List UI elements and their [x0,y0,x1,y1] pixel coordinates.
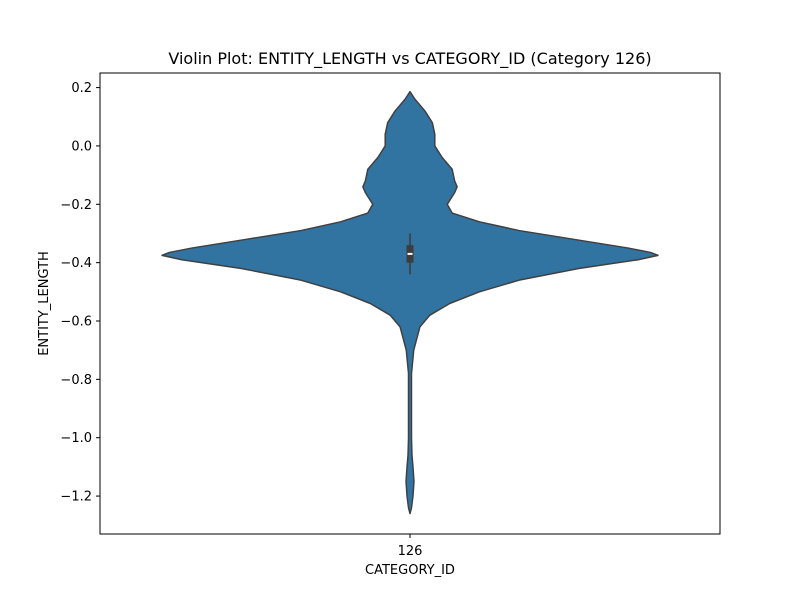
y-tick-label: −0.8 [60,373,92,388]
y-tick-label: 0.2 [71,81,92,96]
x-axis: 126 [398,534,423,559]
y-axis: 0.2 0.0 −0.2 −0.4 −0.6 −0.8 −1.0 −1.2 [60,81,100,505]
y-tick-label: −0.2 [60,198,92,213]
chart-title: Violin Plot: ENTITY_LENGTH vs CATEGORY_I… [168,49,651,69]
y-tick-label: 0.0 [71,139,92,154]
y-tick-label: −0.6 [60,315,92,330]
y-tick-label: −1.2 [60,490,92,505]
violin-body-126 [161,90,659,515]
y-tick-label: −1.0 [60,431,92,446]
y-tick-label: −0.4 [60,256,92,271]
y-axis-label: ENTITY_LENGTH [37,251,52,356]
x-tick-label: 126 [398,544,423,559]
x-axis-label: CATEGORY_ID [365,563,455,578]
plot-area [161,90,659,515]
